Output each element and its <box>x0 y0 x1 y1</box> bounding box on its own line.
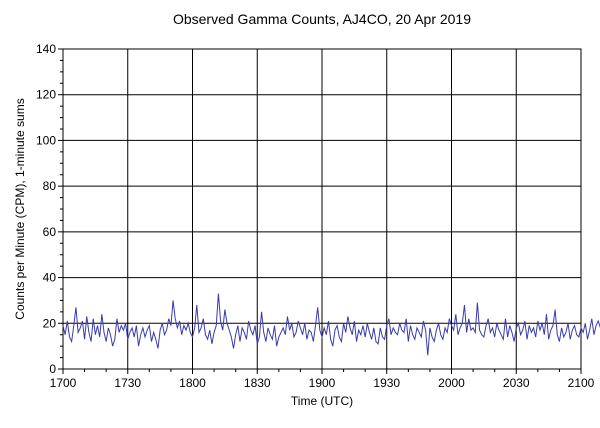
y-tick-label: 80 <box>43 179 57 193</box>
x-tick-label: 1730 <box>114 376 141 390</box>
x-axis: 1700 1730 1800 1830 1900 1930 2000 2030 2100 <box>50 369 595 390</box>
chart-title: Observed Gamma Counts, AJ4CO, 20 Apr 201… <box>173 11 471 27</box>
y-tick-label: 140 <box>36 42 56 56</box>
y-tick-label: 20 <box>43 316 57 330</box>
grid <box>63 49 581 369</box>
y-tick-label: 40 <box>43 271 57 285</box>
y-axis: 0 20 40 60 80 100 120 140 <box>36 42 63 376</box>
series-line <box>62 293 600 356</box>
x-tick-label: 1700 <box>50 376 77 390</box>
x-tick-label: 1930 <box>373 376 400 390</box>
y-tick-label: 0 <box>49 362 56 376</box>
x-tick-label: 2030 <box>503 376 530 390</box>
y-tick-label: 60 <box>43 225 57 239</box>
x-tick-label: 1800 <box>179 376 206 390</box>
x-tick-label: 1900 <box>309 376 336 390</box>
y-tick-label: 120 <box>36 88 56 102</box>
y-axis-label: Counts per Minute (CPM), 1-minute sums <box>13 98 27 319</box>
x-tick-label: 2100 <box>568 376 595 390</box>
x-tick-label: 1830 <box>244 376 271 390</box>
y-tick-label: 100 <box>36 133 56 147</box>
x-tick-label: 2000 <box>438 376 465 390</box>
x-axis-label: Time (UTC) <box>291 394 353 408</box>
